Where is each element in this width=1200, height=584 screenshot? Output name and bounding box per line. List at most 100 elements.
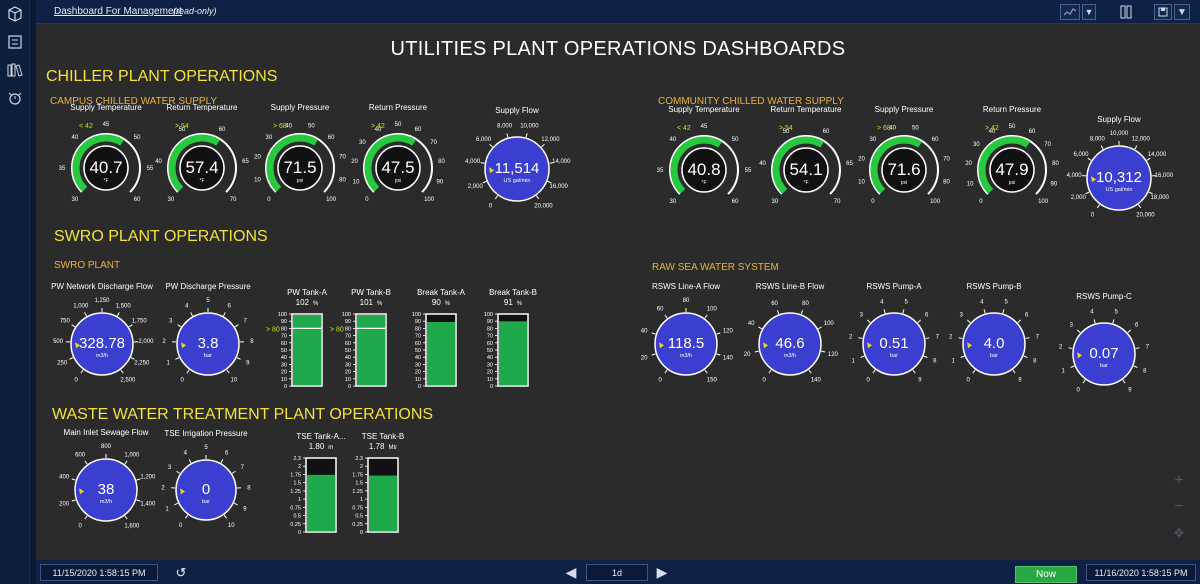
gauge-tick-label: 55 [745, 168, 752, 174]
trend-icon[interactable] [1060, 4, 1080, 20]
time-span-field[interactable]: 1d [586, 564, 648, 581]
dial-tick [231, 470, 236, 474]
tank-tick-label: 10 [415, 377, 421, 383]
gauge-limit: < 42 [677, 125, 691, 132]
cube-icon[interactable] [5, 4, 25, 24]
dial-tick [177, 324, 182, 328]
dial-tick [233, 502, 238, 506]
gauge-tick-label: 0 [871, 199, 875, 205]
dial-tick-label: 5 [204, 445, 208, 451]
tank-value: 102 [295, 298, 309, 307]
tank-unit: % [313, 301, 319, 307]
tank-tick-label: 100 [412, 312, 421, 318]
zoom-out-icon[interactable]: − [1174, 498, 1184, 515]
save-icon[interactable] [1154, 4, 1172, 20]
dial-tick [817, 326, 822, 330]
campus-ring-gauge-0: 30 35 40 45 50 55 60 40.7°F < 42 [59, 122, 154, 203]
gauge-unit: °F [701, 180, 706, 186]
alarm-icon[interactable] [5, 88, 25, 108]
tank-tick-label: 50 [281, 348, 287, 354]
gauge-value: 40.7 [89, 158, 122, 177]
dial-tick [174, 502, 179, 506]
dashboard-link[interactable]: Dashboard For Management [54, 6, 182, 17]
refresh-icon[interactable]: ↺ [175, 564, 187, 580]
dial-pointer [1091, 176, 1097, 183]
gauge-tick-label: 50 [134, 135, 141, 141]
fit-view-icon[interactable]: ✥ [1173, 526, 1185, 540]
gauge-tick-label: 100 [424, 197, 435, 203]
dial-tick-label: 0 [1076, 388, 1080, 394]
now-button[interactable]: Now [1015, 566, 1077, 583]
gauge-green-arc [772, 136, 824, 194]
gauge-tick-label: 65 [242, 159, 249, 165]
end-time-field[interactable]: 11/16/2020 1:58:15 PM [1086, 564, 1196, 581]
tank-tick-label: 50 [415, 348, 421, 354]
gauge-tick-label: 80 [943, 179, 950, 185]
settings-panel-icon[interactable] [1118, 4, 1134, 20]
dial-face [70, 312, 134, 376]
zoom-in-icon[interactable]: + [1174, 472, 1184, 489]
tank-tick-label: 60 [345, 341, 351, 347]
dial-tick-label: 1,400 [140, 502, 156, 508]
dial-tick-label: 9 [1128, 388, 1132, 394]
tank-tick-label: 0 [284, 384, 287, 390]
dial-tick-label: 140 [811, 378, 822, 384]
dial-tick-label: 5 [1114, 310, 1118, 316]
menu-dropdown-icon[interactable]: ▼ [1174, 4, 1190, 20]
gauge-value: 71.5 [283, 158, 316, 177]
gauge-tick-label: 65 [846, 161, 853, 167]
dial-tick [958, 337, 963, 339]
dial-tick-label: 0 [489, 203, 493, 209]
tank-label: PW Tank-A [287, 288, 327, 297]
dial-pointer [659, 342, 665, 349]
gauge-limit: > 54 [779, 125, 793, 132]
dial-tick [175, 357, 180, 360]
chevron-down-icon[interactable]: ▼ [1082, 4, 1096, 20]
next-arrow-icon[interactable]: ▶ [656, 564, 668, 580]
gauge-tick-label: 60 [134, 197, 141, 203]
dial-tick [866, 319, 871, 323]
dial-tick [754, 350, 759, 353]
dial-tick [535, 195, 540, 200]
tank-value: 1.78 [368, 442, 385, 451]
gauge-green-arc [72, 134, 124, 192]
gauge-tick-label: 40 [670, 137, 677, 143]
tank-tick-label: 60 [487, 341, 493, 347]
rsws-dial-gauge-1: 0 20 40 60 80 100 120 140 46.6m3/h [744, 301, 839, 384]
prev-arrow-icon[interactable]: ◀ [565, 564, 577, 580]
gauge-tick-label: 0 [267, 197, 271, 203]
tank-tick-label: 1.75 [290, 472, 301, 478]
library-icon[interactable] [5, 60, 25, 80]
dial-tick [188, 459, 192, 464]
tank-value: 101 [359, 298, 373, 307]
dial-tick [1025, 337, 1030, 339]
dial-tick-label: 1 [852, 358, 856, 364]
gauge-unit: psi [395, 178, 401, 184]
dial-tick-label: 0 [1091, 212, 1095, 218]
tank-tick-label: 90 [415, 319, 421, 325]
dial-tick-label: 8,000 [497, 124, 513, 130]
start-time-field[interactable]: 11/15/2020 1:58:15 PM [40, 564, 158, 581]
swro-plant-subtitle: SWRO PLANT [54, 260, 121, 271]
dial-tick-label: 2,000 [138, 339, 154, 345]
dial-tick-label: 4 [1090, 310, 1094, 316]
dial-tick [704, 369, 708, 374]
gauge-face [375, 145, 421, 191]
tank-value-row: 1.80 m [286, 442, 356, 451]
dial-tick-label: 3 [169, 318, 173, 324]
dashboard-list-icon[interactable] [5, 32, 25, 52]
dial-tick [222, 312, 226, 317]
gauge-tick-label: 80 [438, 159, 445, 165]
dial-tick-label: 10,000 [1110, 131, 1129, 137]
gauge-tick-label: 70 [339, 155, 346, 161]
gauge-green-arc [266, 134, 318, 192]
tank-tick-label: 80 [281, 326, 287, 332]
gauge-label: Supply Flow [1097, 115, 1141, 124]
raw-sea-subtitle: RAW SEA WATER SYSTEM [652, 262, 779, 273]
dial-tick [917, 319, 922, 323]
dial-face [962, 312, 1026, 376]
dial-tick [190, 312, 194, 317]
gauge-tick-label: 30 [168, 197, 175, 203]
